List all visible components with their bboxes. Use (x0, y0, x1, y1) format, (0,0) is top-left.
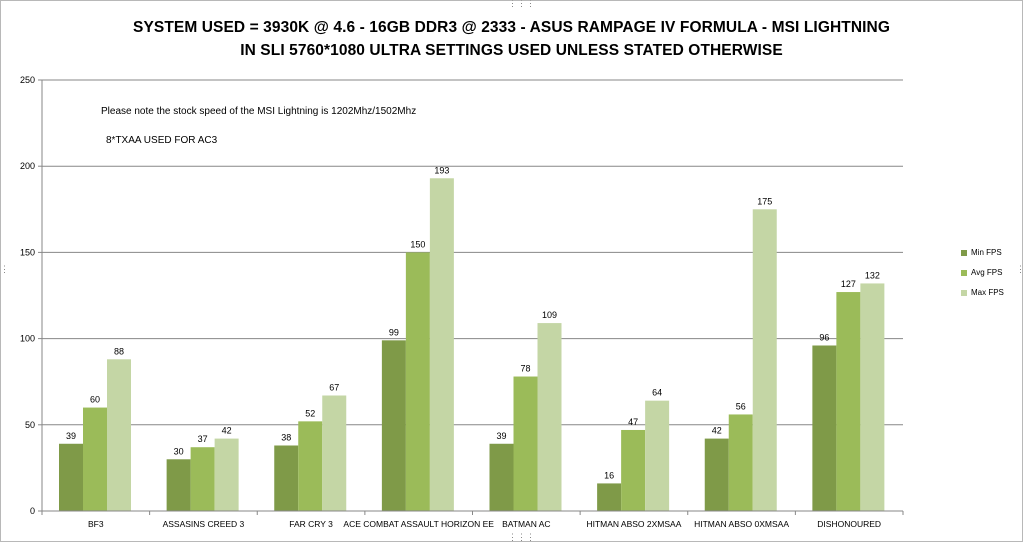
resize-handle-right[interactable]: ⋮ (1016, 265, 1023, 275)
bar-avg-fps-7 (836, 292, 861, 511)
data-label: 60 (90, 395, 100, 405)
y-tick-label: 200 (20, 161, 35, 171)
data-label: 30 (174, 446, 184, 456)
chart-title-line-2: IN SLI 5760*1080 ULTRA SETTINGS USED UNL… (240, 42, 783, 59)
data-labels: 39 60 88 30 37 42 38 52 67 99 150 193 39 78 109 16 47 64 4… (66, 165, 880, 480)
x-tick-label: FAR CRY 3 (289, 519, 333, 529)
bar-max-fps-0 (107, 359, 131, 511)
data-label: 39 (66, 431, 76, 441)
y-tick-label: 250 (20, 75, 35, 85)
legend-item: Min FPS (961, 248, 1002, 257)
bar-avg-fps-4 (513, 376, 538, 511)
y-tick-label: 150 (20, 247, 35, 257)
bar-min-fps-5 (597, 483, 622, 511)
bar-max-fps-6 (752, 209, 777, 512)
x-tick-label: ASSASINS CREED 3 (163, 519, 245, 529)
data-label: 78 (520, 364, 530, 374)
bar-max-fps-3 (429, 178, 454, 511)
data-label: 38 (281, 432, 291, 442)
data-label: 150 (410, 239, 425, 249)
legend-label: Avg FPS (971, 268, 1003, 277)
x-tick-label: DISHONOURED (817, 519, 881, 529)
bar-avg-fps-3 (405, 252, 430, 511)
bar-max-fps-2 (322, 395, 347, 511)
data-label: 109 (542, 310, 557, 320)
x-tick-label: HITMAN ABSO 0XMSAA (694, 519, 789, 529)
x-tick-label: ACE COMBAT ASSAULT HORIZON EE (343, 519, 494, 529)
x-tick-label: BF3 (88, 519, 104, 529)
bars (59, 178, 885, 512)
legend-label: Max FPS (971, 288, 1004, 297)
resize-handle-bottom[interactable]: ⋮⋮⋮ (508, 533, 535, 543)
bar-avg-fps-6 (728, 414, 753, 511)
data-label: 42 (222, 426, 232, 436)
note-txaa: 8*TXAA USED FOR AC3 (106, 135, 218, 146)
legend-swatch (961, 289, 967, 296)
data-label: 47 (628, 417, 638, 427)
bar-max-fps-5 (645, 400, 670, 511)
chart-title-line-1: SYSTEM USED = 3930K @ 4.6 - 16GB DDR3 @ … (133, 19, 890, 36)
resize-handle-top[interactable]: ⋮⋮⋮ (508, 0, 535, 9)
bar-avg-fps-1 (190, 447, 215, 511)
note-stock-speed: Please note the stock speed of the MSI L… (101, 106, 417, 117)
bar-avg-fps-2 (298, 421, 323, 511)
data-label: 67 (329, 382, 339, 392)
data-label: 56 (736, 401, 746, 411)
data-label: 175 (757, 196, 772, 206)
bar-max-fps-1 (214, 438, 239, 511)
axes: 0 50 100 150 200 250 BF3 ASSASINS CREED 3 FAR CR… (20, 75, 904, 529)
data-label: 127 (841, 279, 856, 289)
bar-min-fps-7 (812, 345, 837, 511)
bar-min-fps-1 (166, 459, 191, 511)
y-tick-label: 0 (30, 506, 35, 516)
data-label: 193 (434, 165, 449, 175)
bar-min-fps-2 (274, 445, 299, 511)
y-tick-label: 100 (20, 334, 35, 344)
legend-label: Min FPS (971, 248, 1002, 257)
legend-item: Avg FPS (961, 268, 1002, 277)
data-label: 39 (496, 431, 506, 441)
data-label: 88 (114, 346, 124, 356)
data-label: 64 (652, 388, 662, 398)
y-tick-label: 50 (25, 420, 35, 430)
bar-avg-fps-5 (621, 429, 646, 511)
bar-avg-fps-0 (83, 407, 107, 511)
data-label: 99 (389, 327, 399, 337)
data-label: 42 (712, 426, 722, 436)
data-label: 52 (305, 408, 315, 418)
x-tick-label: HITMAN ABSO 2XMSAA (586, 519, 681, 529)
x-tick-label: BATMAN AC (502, 519, 551, 529)
data-label: 16 (604, 470, 614, 480)
legend-swatch (961, 269, 967, 276)
legend-item: Max FPS (961, 288, 1004, 297)
resize-handle-left[interactable]: ⋮ (0, 265, 9, 275)
data-label: 96 (819, 332, 829, 342)
bar-min-fps-3 (381, 340, 406, 511)
bar-min-fps-0 (59, 443, 83, 511)
data-label: 37 (198, 434, 208, 444)
bar-min-fps-6 (704, 438, 729, 511)
data-label: 132 (865, 270, 880, 280)
bar-min-fps-4 (489, 443, 514, 511)
bar-max-fps-7 (860, 283, 885, 511)
legend-swatch (961, 249, 967, 256)
bar-max-fps-4 (537, 323, 562, 511)
